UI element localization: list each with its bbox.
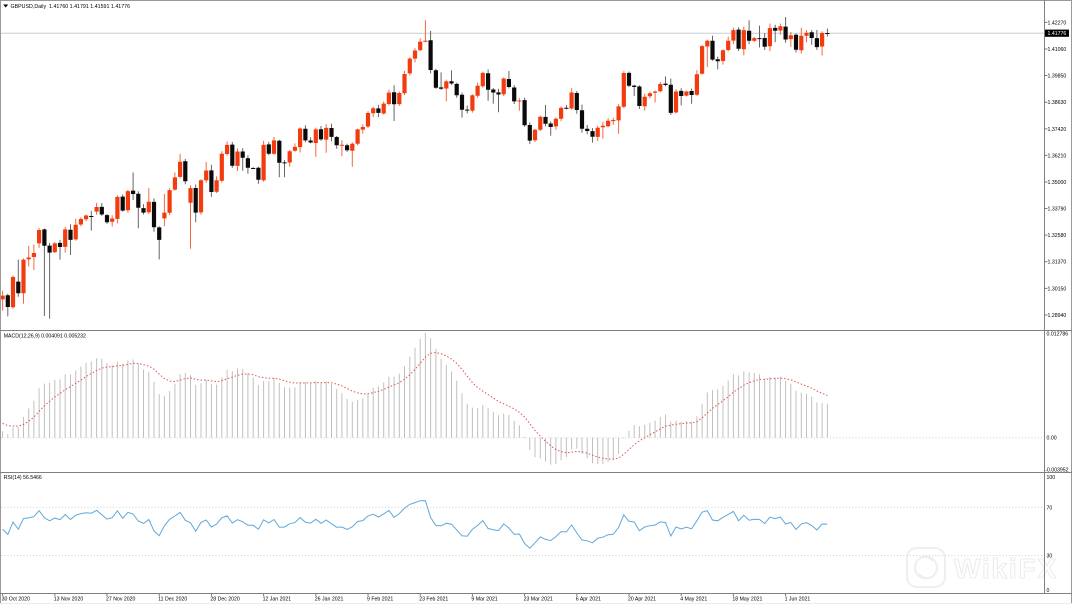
svg-text:13 Nov 2020: 13 Nov 2020 [54,596,84,602]
svg-text:0: 0 [1047,588,1050,594]
svg-text:1.38630: 1.38630 [1048,100,1067,106]
svg-text:1.28940: 1.28940 [1048,313,1067,319]
svg-text:1 Jun 2021: 1 Jun 2021 [785,596,811,602]
svg-text:11 Dec 2020: 11 Dec 2020 [158,596,187,602]
svg-text:70: 70 [1047,505,1053,511]
svg-text:9 Feb 2021: 9 Feb 2021 [367,596,393,602]
svg-text:1.41060: 1.41060 [1048,47,1067,53]
svg-text:30 Oct 2020: 30 Oct 2020 [2,596,30,602]
svg-text:1.30150: 1.30150 [1048,286,1067,292]
svg-text:WikiFX: WikiFX [954,553,1058,584]
svg-text:18 May 2021: 18 May 2021 [732,596,762,602]
svg-text:1.37420: 1.37420 [1048,127,1067,133]
svg-text:100: 100 [1047,475,1056,481]
svg-text:RSI(14) 56.5466: RSI(14) 56.5466 [4,475,42,481]
svg-text:28 Dec 2020: 28 Dec 2020 [210,596,240,602]
svg-text:MACD(12,26,9) 0.004091 0.00523: MACD(12,26,9) 0.004091 0.005232 [4,333,86,339]
svg-text:23 Mar 2021: 23 Mar 2021 [524,596,553,602]
svg-text:26 Jan 2021: 26 Jan 2021 [315,596,344,602]
svg-text:1.42270: 1.42270 [1048,20,1067,26]
svg-text:1.39850: 1.39850 [1048,73,1067,79]
svg-text:6 Apr 2021: 6 Apr 2021 [576,596,601,602]
svg-text:1.33790: 1.33790 [1048,206,1067,212]
svg-text:1.41776: 1.41776 [1048,31,1067,37]
svg-text:0.00: 0.00 [1047,436,1057,442]
svg-text:9 Mar 2021: 9 Mar 2021 [471,596,497,602]
svg-text:1.31370: 1.31370 [1048,260,1067,266]
svg-text:12 Jan 2021: 12 Jan 2021 [263,596,292,602]
svg-text:1.35000: 1.35000 [1048,180,1067,186]
svg-text:1.36210: 1.36210 [1048,153,1067,159]
svg-text:1.32580: 1.32580 [1048,233,1067,239]
svg-text:20 Apr 2021: 20 Apr 2021 [628,596,656,602]
svg-text:0.012786: 0.012786 [1047,332,1069,338]
svg-text:-0.003952: -0.003952 [1045,468,1068,474]
svg-text:4 May 2021: 4 May 2021 [680,596,707,602]
svg-text:27 Nov 2020: 27 Nov 2020 [106,596,136,602]
svg-text:GBPUSD,Daily 1.41760 1.41791: GBPUSD,Daily 1.41760 1.41791 1.41591 1.4… [11,4,131,10]
svg-text:30: 30 [1047,553,1053,559]
svg-text:23 Feb 2021: 23 Feb 2021 [419,596,448,602]
